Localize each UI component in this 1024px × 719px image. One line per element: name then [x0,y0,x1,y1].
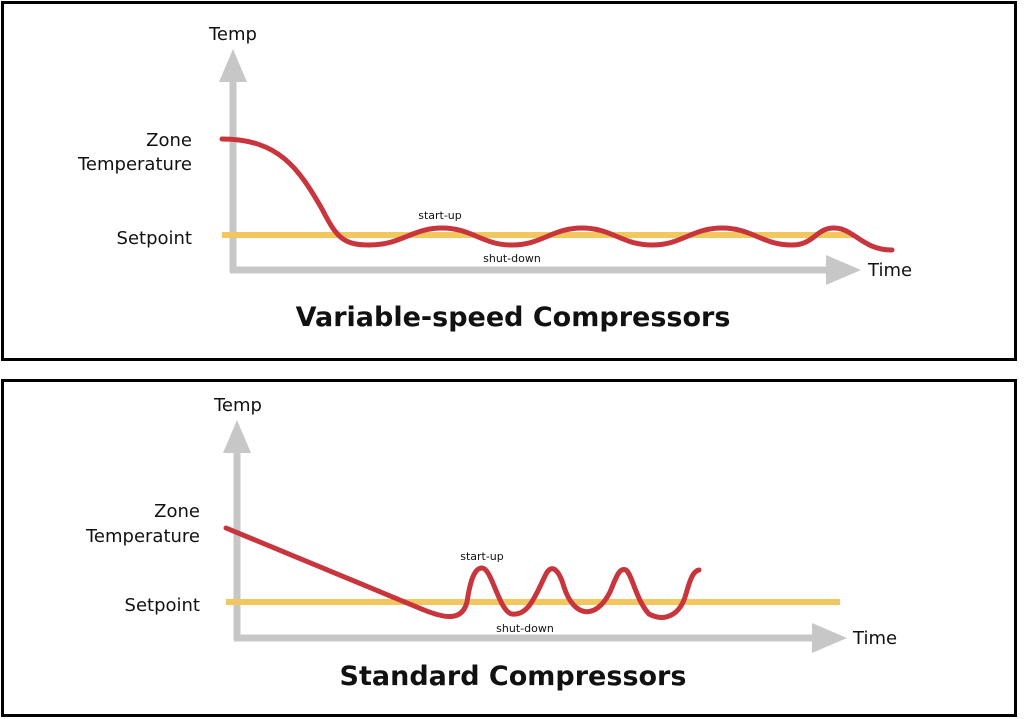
standard-panel: Temp Time Zone Temperature Setpoint star… [1,379,1017,717]
zone-temperature-curve [223,525,702,620]
shutdown-label: shut-down [496,622,554,635]
y-axis-label: Temp [208,24,257,45]
zone-label-line2: Temperature [85,526,200,547]
zone-label-line1: Zone [146,130,192,151]
standard-diagram: Temp Time Zone Temperature Setpoint star… [85,395,897,692]
x-axis-label: Time [852,628,897,649]
startup-label: start-up [418,209,462,222]
setpoint-label: Setpoint [117,228,192,249]
y-axis-arrowhead [223,420,251,453]
y-axis-label: Temp [213,395,262,416]
zone-label-line2: Temperature [77,154,192,175]
x-axis-arrowhead [826,255,861,285]
x-axis-arrowhead [812,623,847,653]
y-axis-arrowhead [219,49,247,82]
setpoint-label: Setpoint [125,595,200,616]
variable-speed-panel: Temp Time Zone Temperature Setpoint star… [1,1,1017,361]
chart-title: Variable-speed Compressors [296,302,731,333]
zone-label-line1: Zone [154,501,200,522]
chart-title: Standard Compressors [340,661,687,692]
x-axis-label: Time [867,260,912,281]
shutdown-label: shut-down [483,252,541,265]
variable-speed-diagram: Temp Time Zone Temperature Setpoint star… [77,24,912,333]
zone-temperature-curve [219,136,895,253]
startup-label: start-up [460,550,504,563]
